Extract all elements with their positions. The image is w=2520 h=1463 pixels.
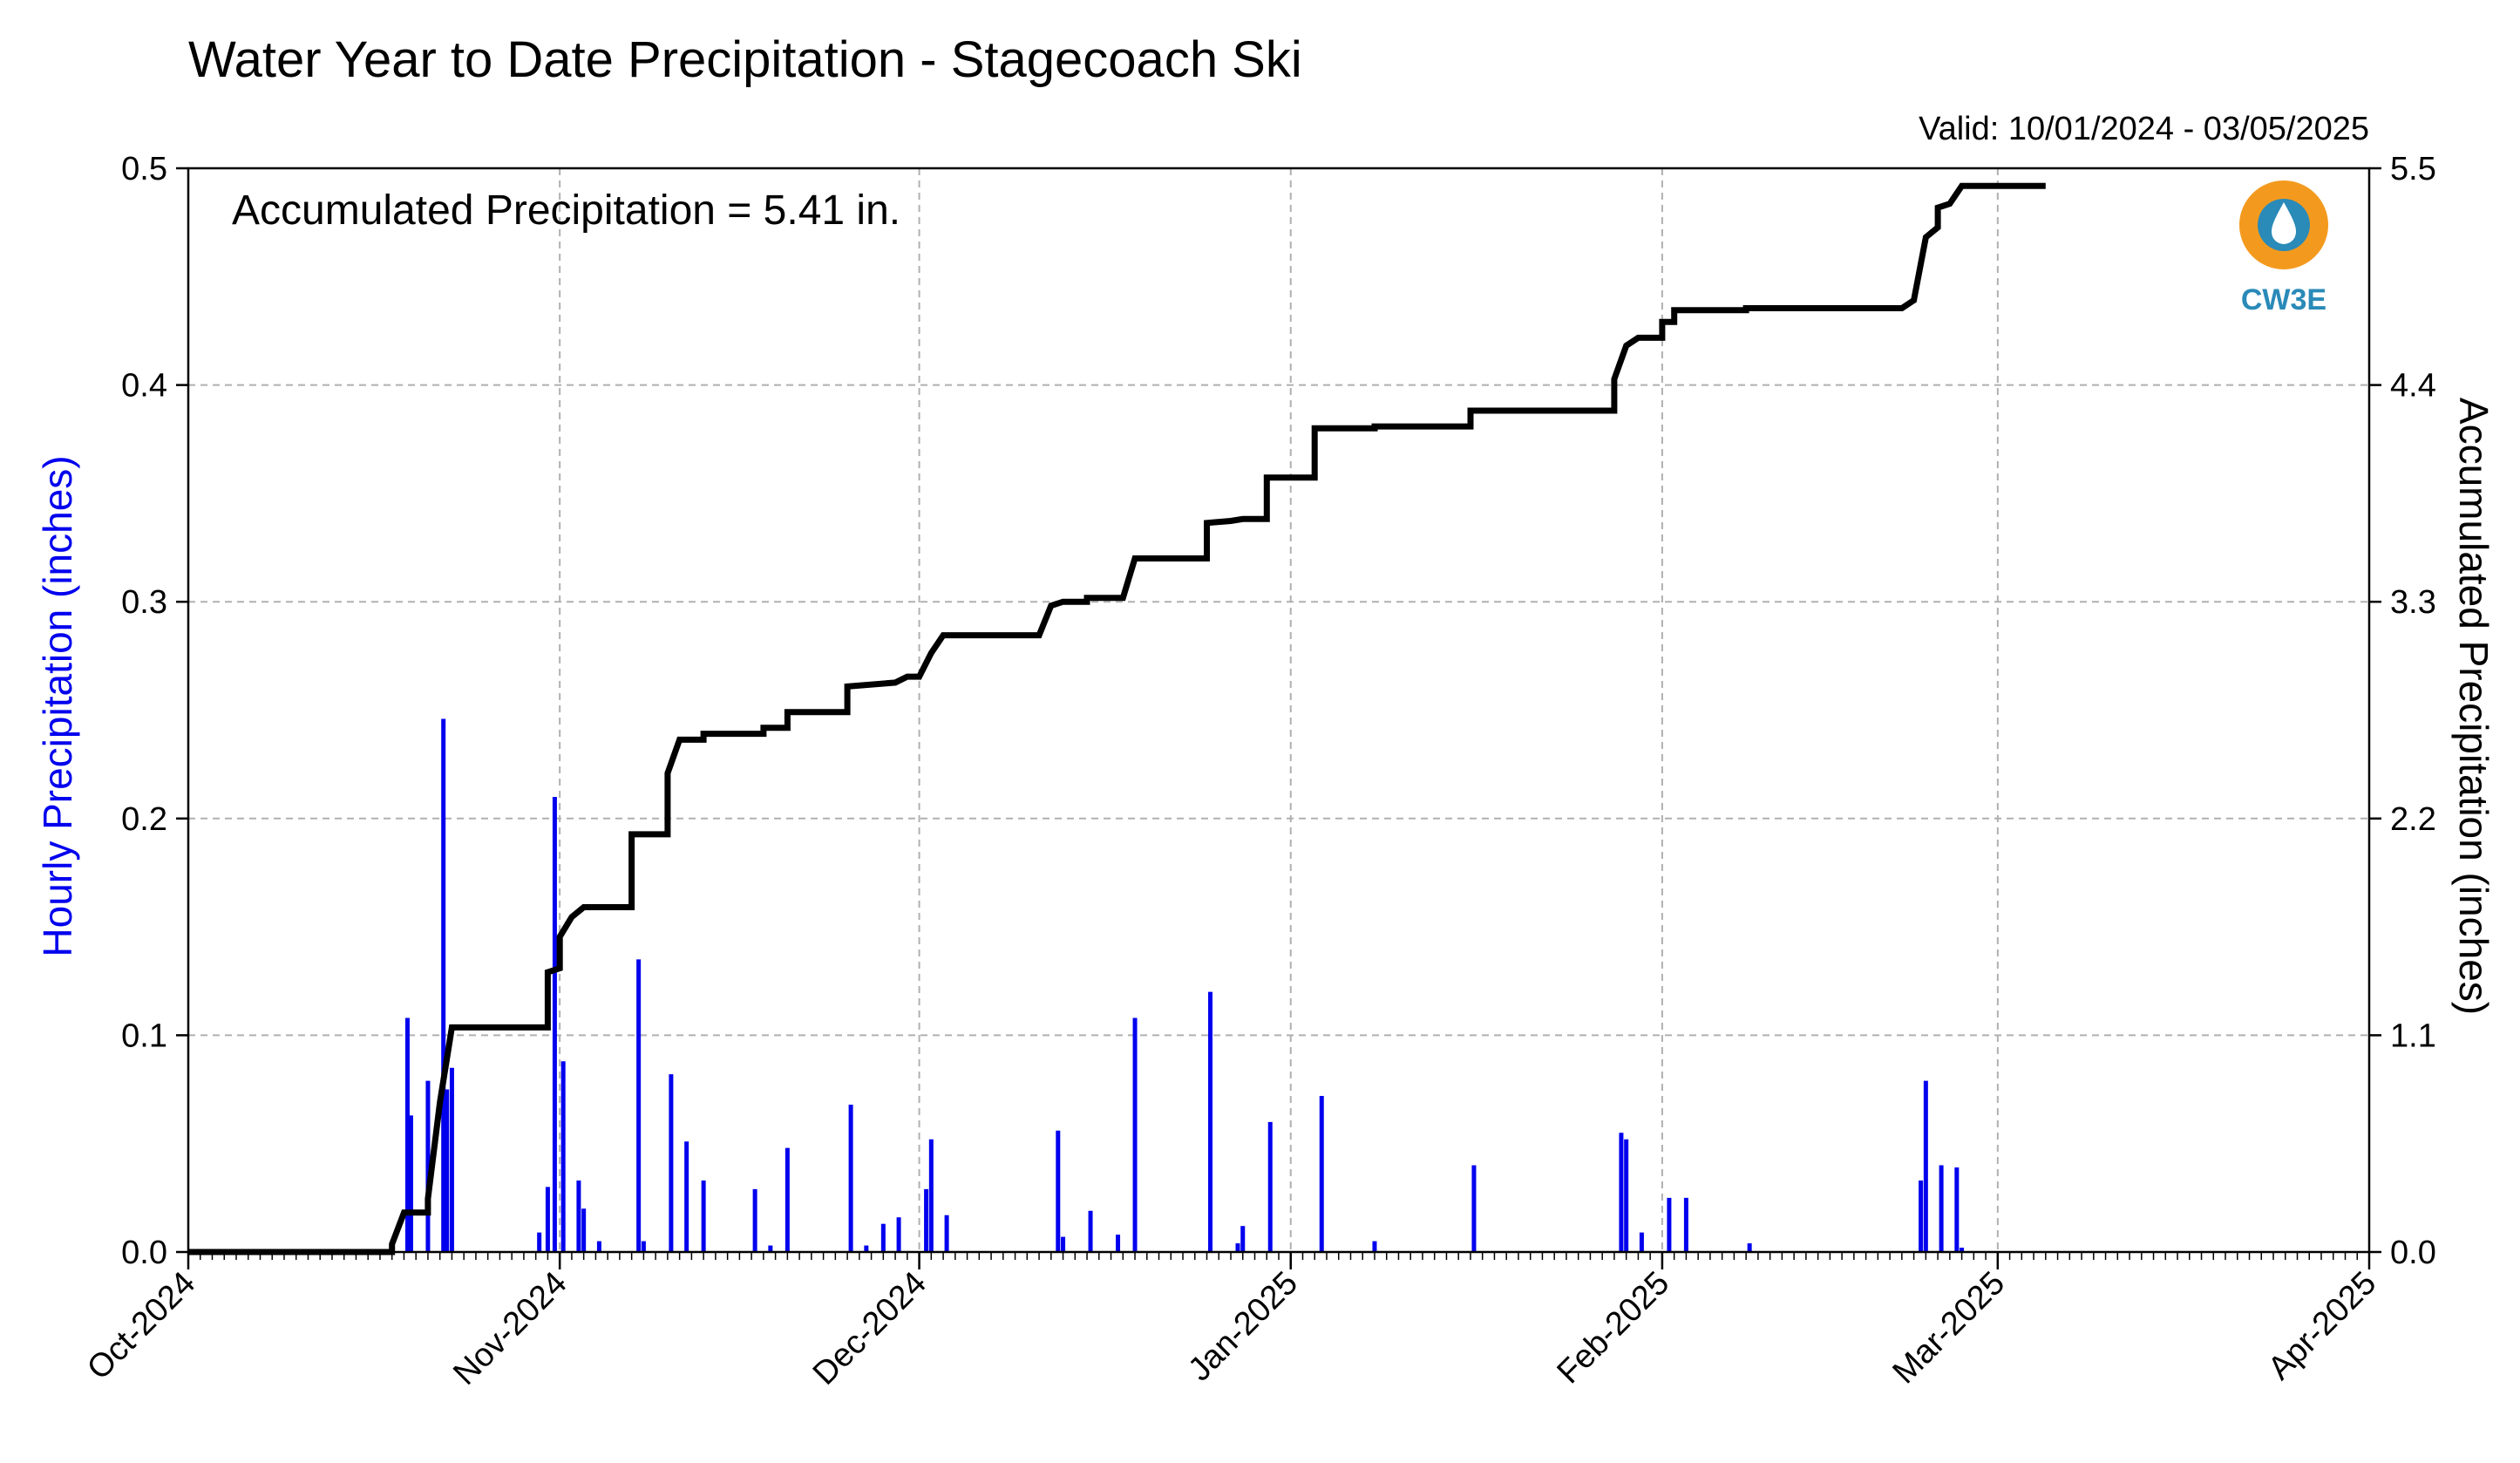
x-tick-label: Dec-2024 xyxy=(806,1265,934,1392)
x-tick-label: Apr-2025 xyxy=(2261,1265,2383,1387)
y-right-tick-label: 1.1 xyxy=(2390,1017,2436,1054)
accumulated-line-group xyxy=(188,182,2046,1255)
plot-frame xyxy=(187,167,2371,1254)
y-right-tick-label: 3.3 xyxy=(2390,584,2436,621)
axis-ticks: Oct-2024 Nov-2024 Dec-2024 Jan-2025 Feb-2025… xyxy=(80,151,2436,1392)
y-left-tick-label: 0.1 xyxy=(121,1017,167,1054)
y-right-tick-label: 0.0 xyxy=(2390,1235,2436,1271)
y-axis-right-label: Accumulated Precipitation (inches) xyxy=(2451,398,2496,1015)
y-right-tick-label: 5.5 xyxy=(2390,151,2436,187)
accumulated-line xyxy=(188,182,2046,1255)
x-tick-label: Jan-2025 xyxy=(1181,1265,1305,1389)
y-right-tick-label: 2.2 xyxy=(2390,801,2436,838)
y-left-tick-label: 0.2 xyxy=(121,801,167,838)
accumulated-total-annotation: Accumulated Precipitation = 5.41 in. xyxy=(232,187,900,234)
x-tick-label: Oct-2024 xyxy=(80,1265,202,1387)
y-right-tick-label: 4.4 xyxy=(2390,368,2436,405)
valid-date-range: Valid: 10/01/2024 - 03/05/2025 xyxy=(1919,111,2369,147)
y-axis-left-label: Hourly Precipitation (inches) xyxy=(35,455,80,956)
logo-label: CW3E xyxy=(2241,283,2326,316)
hourly-bars xyxy=(390,718,1965,1252)
logo-drop-icon xyxy=(2272,202,2296,244)
y-left-tick-label: 0.5 xyxy=(121,151,167,187)
cw3e-logo: CW3E xyxy=(2239,180,2328,316)
y-left-tick-label: 0.3 xyxy=(121,584,167,621)
y-left-tick-label: 0.0 xyxy=(121,1235,167,1271)
chart-title: Water Year to Date Precipitation - Stage… xyxy=(188,31,1302,88)
grid-lines xyxy=(188,168,2369,1252)
x-tick-label: Mar-2025 xyxy=(1885,1265,2012,1392)
y-left-tick-label: 0.4 xyxy=(121,368,167,405)
x-tick-label: Nov-2024 xyxy=(446,1265,574,1392)
x-tick-label: Feb-2025 xyxy=(1551,1265,1677,1392)
